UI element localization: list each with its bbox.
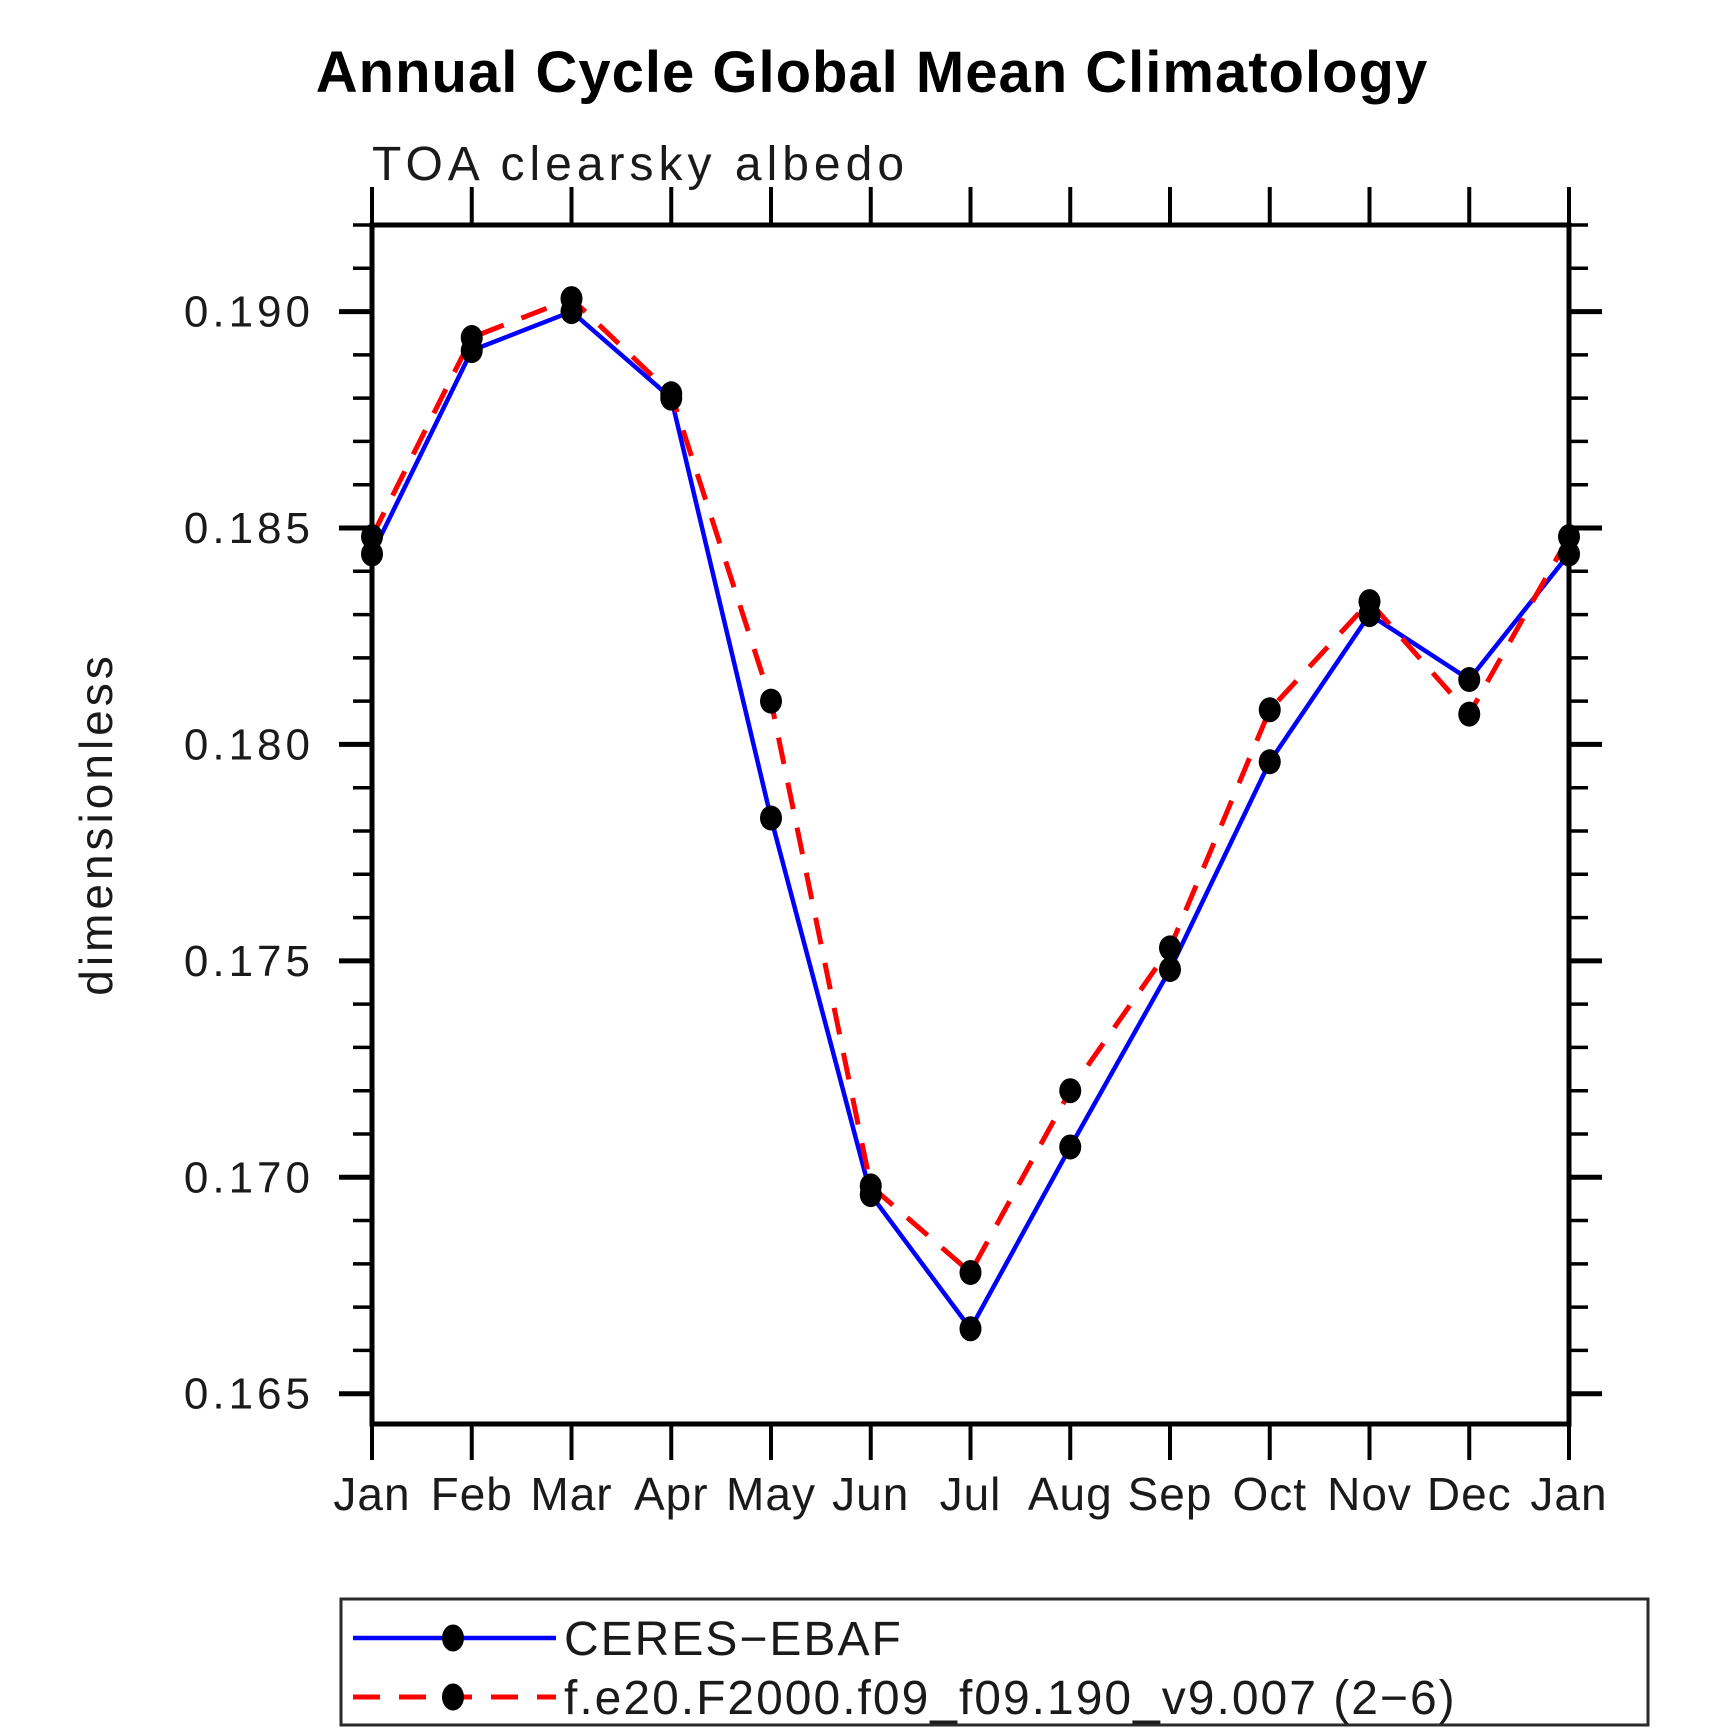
data-point-model: [1159, 935, 1181, 961]
data-point-ceres-ebaf: [361, 541, 383, 567]
data-point-ceres-ebaf: [1558, 541, 1580, 567]
legend-box: [339, 1597, 1650, 1727]
y-tick-label: 0.185: [184, 504, 314, 553]
x-tick-label: Dec: [1427, 1468, 1512, 1520]
legend-marker-model: [442, 1683, 464, 1711]
data-point-model: [959, 1260, 982, 1286]
x-tick-label: Jan: [333, 1468, 410, 1520]
data-point-model: [1558, 524, 1580, 550]
chart-subtitle: TOA clearsky albedo: [372, 138, 909, 191]
data-point-model: [1458, 701, 1481, 727]
data-point-ceres-ebaf: [1059, 1134, 1082, 1160]
x-tick-label: Mar: [530, 1468, 612, 1520]
legend-label-model: f.e20.F2000.f09_f09.190_v9.007 (2−6): [564, 1672, 1457, 1725]
data-point-model: [1059, 1078, 1082, 1104]
legend: CERES−EBAF f.e20.F2000.f09_f09.190_v9.00…: [339, 1597, 1650, 1727]
x-tick-label: Jun: [832, 1468, 909, 1520]
legend-label-ceres-ebaf: CERES−EBAF: [564, 1613, 903, 1666]
y-tick-label: 0.175: [184, 937, 314, 986]
data-point-model: [859, 1173, 882, 1199]
data-point-ceres-ebaf: [1258, 749, 1281, 775]
data-point-model: [361, 524, 383, 550]
plot-area: Jan Feb Mar Apr May Jun Jul Aug Sep Oct Nov Dec Jan 0…: [184, 187, 1607, 1520]
data-point-model: [460, 325, 483, 351]
data-point-model: [560, 286, 583, 312]
x-tick-label: Feb: [431, 1468, 513, 1520]
chart-title: Annual Cycle Global Mean Climatology: [316, 40, 1428, 105]
x-tick-label: Aug: [1028, 1468, 1113, 1520]
legend-marker-ceres-ebaf: [442, 1624, 464, 1652]
x-tick-label: May: [726, 1468, 816, 1520]
plot-frame: [369, 222, 1572, 1427]
series-line-model: [369, 296, 1572, 1276]
data-point-model: [660, 381, 683, 407]
x-tick-label: Apr: [634, 1468, 709, 1520]
x-tick-label: Nov: [1327, 1468, 1412, 1520]
x-tick-label: Jan: [1530, 1468, 1607, 1520]
data-point-model: [1358, 589, 1381, 615]
data-point-model: [760, 688, 782, 714]
data-point-ceres-ebaf: [1458, 666, 1481, 692]
x-tick-label: Jul: [940, 1468, 1002, 1520]
y-tick-label: 0.190: [184, 288, 314, 337]
y-axis-label: dimensionless: [70, 652, 122, 995]
x-tick-label: Sep: [1128, 1468, 1213, 1520]
y-tick-label: 0.180: [184, 720, 314, 769]
series-line-ceres-ebaf: [369, 309, 1571, 1332]
data-point-model: [1258, 697, 1281, 723]
data-point-ceres-ebaf: [959, 1316, 982, 1342]
x-tick-label: Oct: [1232, 1468, 1307, 1520]
data-point-ceres-ebaf: [760, 805, 782, 831]
data-point-ceres-ebaf: [1159, 957, 1181, 983]
y-tick-label: 0.165: [184, 1370, 314, 1419]
y-tick-label: 0.170: [184, 1153, 314, 1202]
